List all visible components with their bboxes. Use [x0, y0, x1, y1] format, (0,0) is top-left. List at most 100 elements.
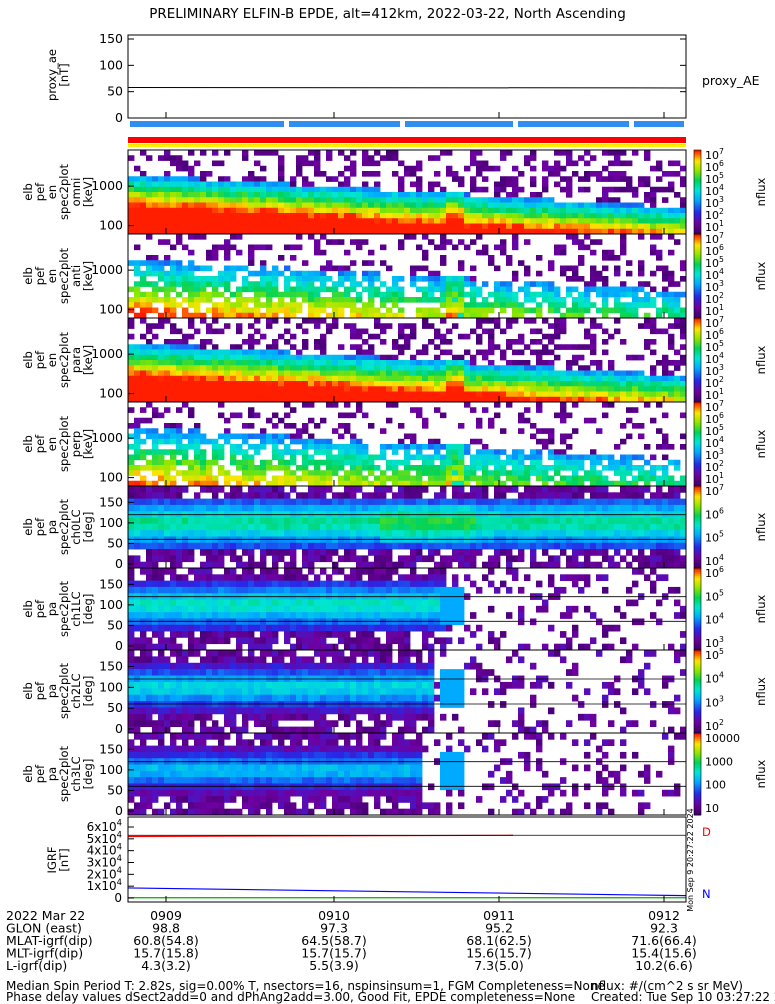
heatmap-cell	[272, 381, 279, 387]
heatmap-cell	[200, 202, 207, 209]
heatmap-cell	[566, 344, 573, 350]
heatmap-cell	[242, 297, 249, 303]
heatmap-cell	[278, 498, 285, 506]
heatmap-cell	[194, 223, 201, 230]
heatmap-cell	[410, 504, 417, 512]
heatmap-cell	[350, 549, 357, 556]
heatmap-cell	[290, 244, 297, 251]
heatmap-cell	[260, 470, 267, 476]
heatmap-cell	[422, 312, 429, 319]
heatmap-cell	[200, 530, 207, 537]
heatmap-cell	[440, 207, 447, 214]
heatmap-cell	[254, 176, 261, 182]
heatmap-cell	[164, 281, 171, 287]
heatmap-cell	[566, 523, 573, 531]
heatmap-cell	[404, 228, 411, 235]
heatmap-cell	[566, 265, 573, 272]
heatmap-cell	[212, 438, 219, 445]
heatmap-cell	[170, 580, 177, 588]
heatmap-cell	[668, 444, 675, 450]
heatmap-cell	[638, 498, 645, 506]
heatmap-cell	[218, 192, 225, 198]
heatmap-cell	[398, 218, 405, 224]
heatmap-cell	[152, 470, 159, 476]
heatmap-cell	[272, 549, 279, 556]
heatmap-cell	[170, 568, 177, 575]
heatmap-cell	[494, 207, 501, 214]
heatmap-cell	[644, 555, 651, 563]
heatmap-cell	[614, 523, 621, 531]
heatmap-cell	[650, 454, 657, 461]
heatmap-cell	[500, 286, 507, 293]
heatmap-cell	[170, 396, 177, 403]
heatmap-cell	[188, 475, 195, 482]
heatmap-cell	[194, 449, 201, 455]
heatmap-cell	[464, 197, 471, 203]
heatmap-cell	[404, 444, 411, 450]
heatmap-cell	[494, 197, 501, 203]
heatmap-cell	[146, 365, 153, 371]
heatmap-cell	[230, 381, 237, 387]
heatmap-cell	[494, 396, 501, 403]
heatmap-cell	[602, 218, 609, 224]
heatmap-cell	[134, 365, 141, 371]
heatmap-cell	[506, 536, 513, 544]
heatmap-cell	[134, 370, 141, 377]
heatmap-cell	[602, 542, 609, 550]
heatmap-cell	[152, 186, 159, 193]
heatmap-cell	[134, 270, 141, 277]
heatmap-cell	[620, 176, 627, 182]
heatmap-cell	[650, 370, 657, 377]
heatmap-cell	[626, 407, 633, 413]
heatmap-cell	[212, 150, 219, 156]
heatmap-cell	[146, 265, 153, 272]
heatmap-cell	[584, 223, 591, 230]
heatmap-cell	[554, 150, 561, 156]
heatmap-cell	[140, 270, 147, 277]
heatmap-cell	[170, 228, 177, 235]
heatmap-cell	[404, 171, 411, 177]
heatmap-cell	[680, 354, 687, 361]
heatmap-cell	[218, 504, 225, 512]
heatmap-cell	[416, 504, 423, 512]
heatmap-cell	[506, 228, 513, 235]
heatmap-cell	[356, 307, 363, 314]
heatmap-cell	[578, 213, 585, 219]
heatmap-cell	[134, 192, 141, 198]
heatmap-cell	[380, 517, 387, 525]
heatmap-cell	[158, 323, 165, 329]
heatmap-cell	[272, 202, 279, 209]
heatmap-cell	[392, 561, 399, 569]
heatmap-cell	[158, 344, 165, 350]
heatmap-cell	[350, 260, 357, 266]
heatmap-cell	[458, 281, 465, 287]
heatmap-cell	[572, 228, 579, 235]
heatmap-cell	[650, 396, 657, 403]
heatmap-cell	[248, 475, 255, 482]
heatmap-cell	[260, 523, 267, 531]
heatmap-cell	[152, 449, 159, 455]
heatmap-cell	[584, 176, 591, 182]
heatmap-cell	[146, 536, 153, 544]
heatmap-cell	[494, 549, 501, 556]
heatmap-cell	[416, 375, 423, 382]
heatmap-cell	[470, 213, 477, 219]
heatmap-cell	[596, 202, 603, 209]
heatmap-cell	[524, 228, 531, 235]
heatmap-cell	[350, 186, 357, 193]
heatmap-cell	[440, 360, 447, 366]
heatmap-cell	[656, 536, 663, 544]
heatmap-cell	[674, 375, 681, 382]
heatmap-cell	[146, 480, 153, 487]
heatmap-cell	[320, 517, 327, 525]
heatmap-cell	[176, 365, 183, 371]
heatmap-cell	[350, 218, 357, 224]
heatmap-cell	[440, 555, 447, 563]
heatmap-cell	[560, 449, 567, 455]
heatmap-cell	[332, 370, 339, 377]
colorbar-segment	[694, 246, 701, 250]
heatmap-cell	[440, 465, 447, 471]
heatmap-cell	[344, 265, 351, 272]
heatmap-cell	[506, 486, 513, 493]
heatmap-cell	[212, 202, 219, 209]
